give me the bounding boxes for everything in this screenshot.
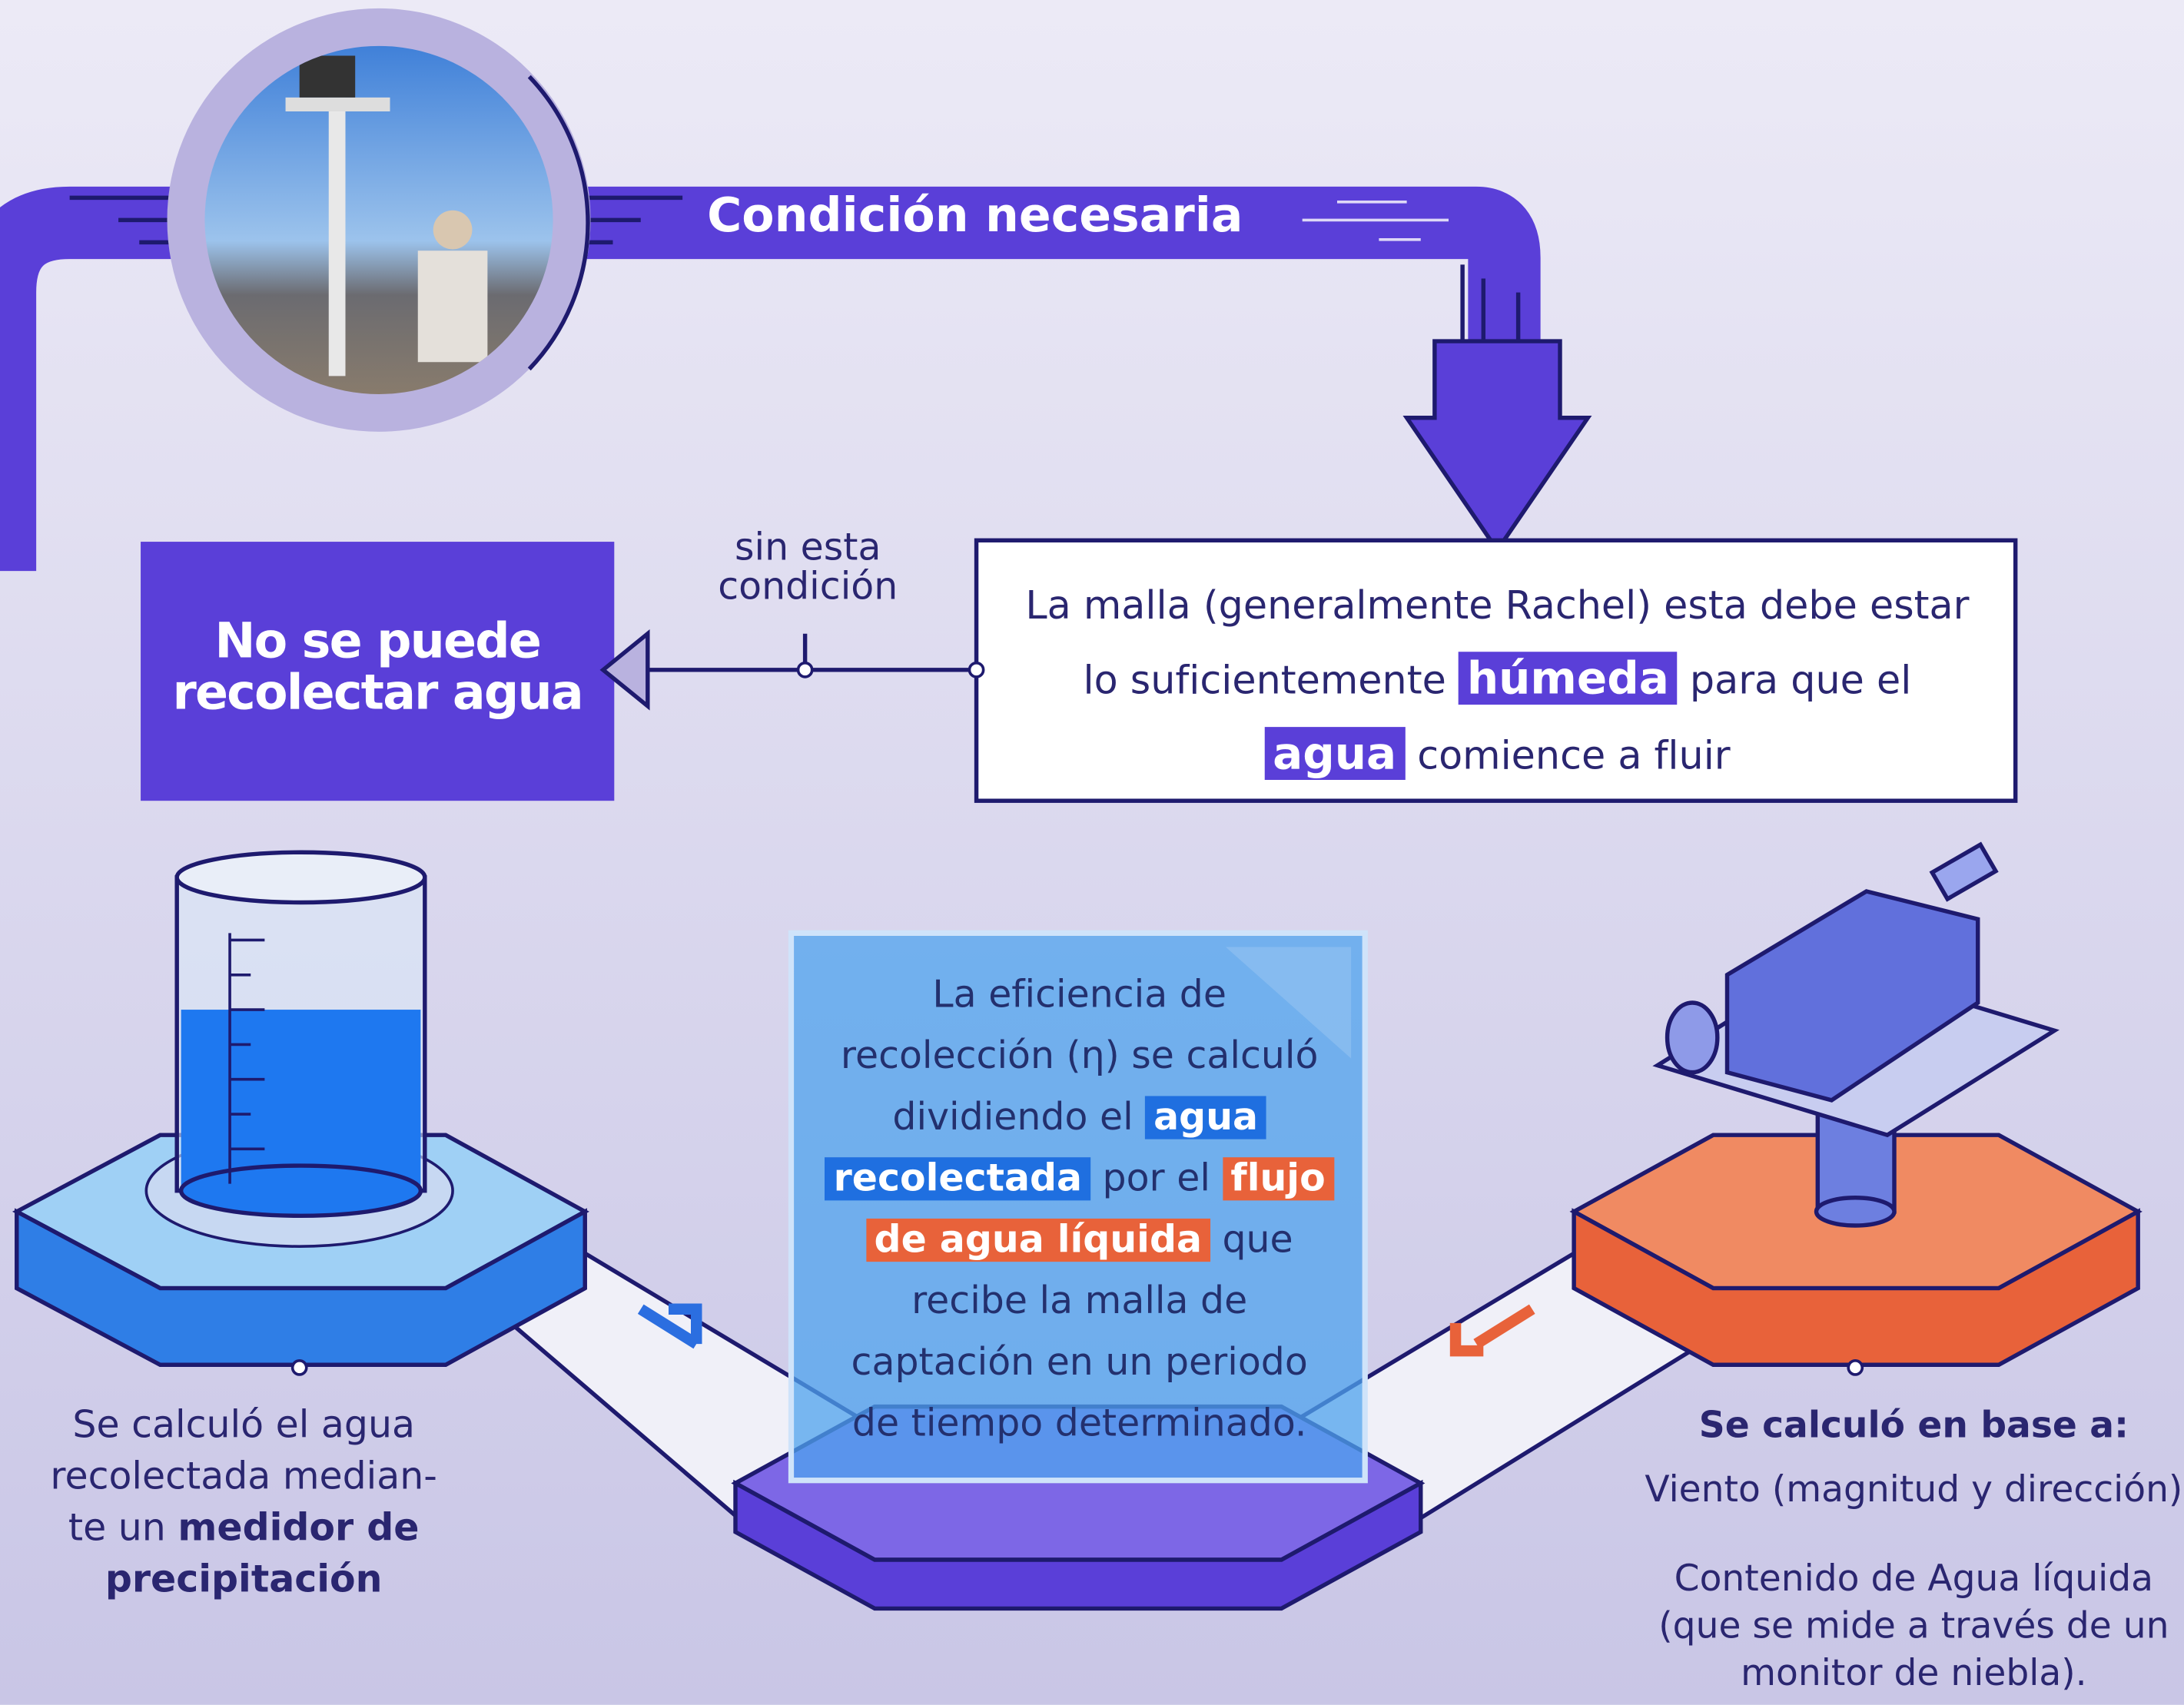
item: Viento (magnitud y dirección) <box>1644 1467 2184 1514</box>
highlight: agua <box>1264 727 1405 780</box>
text: por el <box>1103 1157 1210 1200</box>
liquid-flow-text: Se calculó en base a: Viento (magnitud y… <box>1644 1402 2184 1697</box>
connector-label: sin esta condición <box>696 529 919 609</box>
result-text: No se puede recolectar agua <box>160 617 595 719</box>
collected-water-text: Se calculó el agua recolectada median- t… <box>35 1400 453 1606</box>
infographic: Condición necesaria sin esta condición N… <box>0 0 2184 1705</box>
efficiency-text: La eficiencia de recolección (η) se calc… <box>821 965 1337 1455</box>
text: comience a fluir <box>1417 732 1730 778</box>
heading: Se calculó en base a: <box>1644 1402 2184 1450</box>
item: Contenido de Agua líquida (que se mide a… <box>1644 1556 2184 1698</box>
highlight: húmeda <box>1459 652 1678 705</box>
text: para que el <box>1690 658 1911 704</box>
title: Condición necesaria <box>696 188 1253 244</box>
condition-text: La malla (generalmente Rachel) esta debe… <box>1010 569 1985 793</box>
page: Condición necesaria sin esta condición N… <box>0 0 2184 1705</box>
